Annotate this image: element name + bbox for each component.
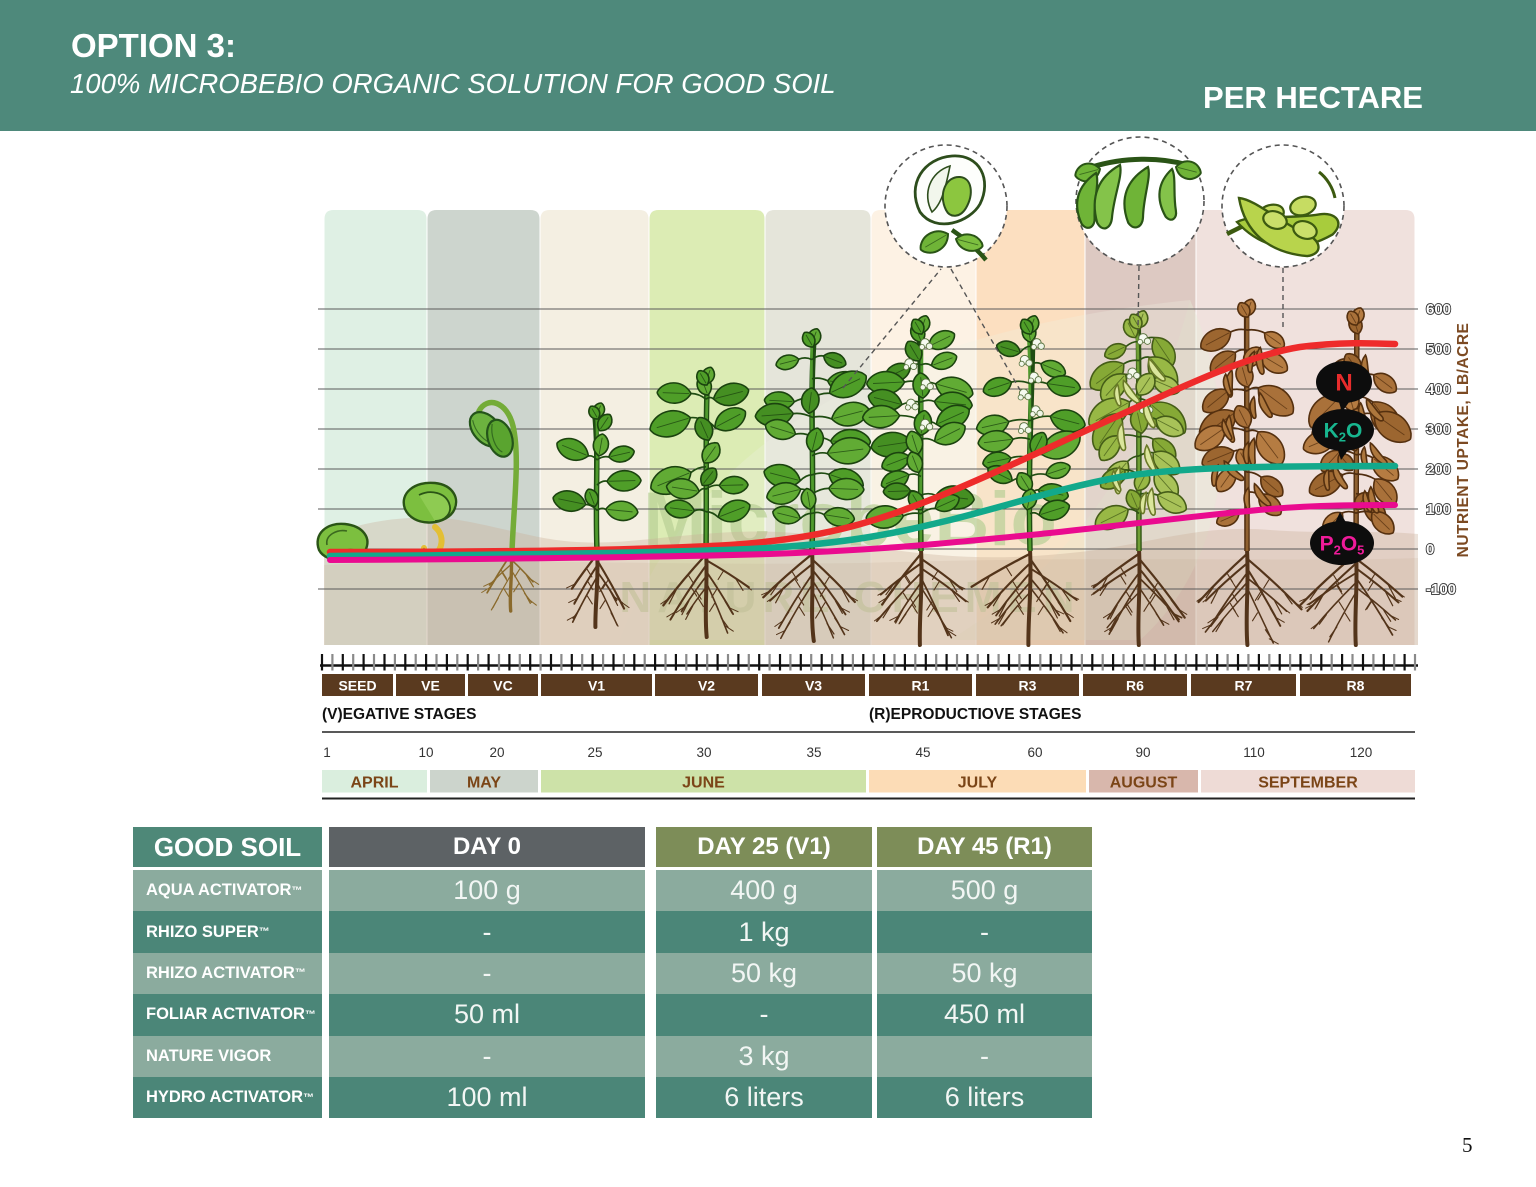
svg-text:APRIL: APRIL xyxy=(351,775,399,792)
svg-text:600: 600 xyxy=(1426,301,1451,318)
svg-text:R8: R8 xyxy=(1347,678,1365,694)
svg-text:(R)EPRODUCTIOVE STAGES: (R)EPRODUCTIOVE STAGES xyxy=(869,706,1081,723)
svg-text:30: 30 xyxy=(696,745,711,760)
svg-text:45: 45 xyxy=(915,745,930,760)
svg-text:10: 10 xyxy=(418,745,433,760)
svg-text:R7: R7 xyxy=(1235,678,1253,694)
svg-text:-100: -100 xyxy=(1426,581,1456,598)
svg-text:V2: V2 xyxy=(698,678,715,694)
svg-text:120: 120 xyxy=(1350,745,1373,760)
svg-text:V3: V3 xyxy=(805,678,822,694)
svg-text:300: 300 xyxy=(1426,421,1451,438)
svg-text:AUGUST: AUGUST xyxy=(1110,775,1178,792)
svg-text:R3: R3 xyxy=(1019,678,1037,694)
svg-text:110: 110 xyxy=(1243,745,1265,760)
svg-text:SEPTEMBER: SEPTEMBER xyxy=(1258,775,1358,792)
svg-text:P2O5: P2O5 xyxy=(1320,533,1365,558)
svg-text:25: 25 xyxy=(587,745,602,760)
svg-text:VC: VC xyxy=(493,678,512,694)
svg-text:R6: R6 xyxy=(1126,678,1144,694)
svg-text:MAY: MAY xyxy=(467,775,501,792)
svg-text:35: 35 xyxy=(806,745,821,760)
svg-text:JULY: JULY xyxy=(958,775,998,792)
svg-text:400: 400 xyxy=(1426,381,1451,398)
svg-text:V1: V1 xyxy=(588,678,605,694)
svg-text:100: 100 xyxy=(1426,501,1451,518)
svg-text:N: N xyxy=(1335,370,1352,397)
svg-text:500: 500 xyxy=(1426,341,1451,358)
svg-text:JUNE: JUNE xyxy=(682,775,725,792)
svg-text:20: 20 xyxy=(489,745,504,760)
svg-text:NUTRIENT UPTAKE, LB/ACRE: NUTRIENT UPTAKE, LB/ACRE xyxy=(1455,323,1472,558)
svg-text:1: 1 xyxy=(323,745,331,760)
svg-text:SEED: SEED xyxy=(338,678,376,694)
svg-text:0: 0 xyxy=(1426,541,1434,558)
svg-text:200: 200 xyxy=(1426,461,1451,478)
svg-text:VE: VE xyxy=(421,678,440,694)
svg-text:R1: R1 xyxy=(912,678,930,694)
svg-text:K2O: K2O xyxy=(1324,420,1363,445)
svg-text:90: 90 xyxy=(1135,745,1150,760)
svg-text:(V)EGATIVE STAGES: (V)EGATIVE STAGES xyxy=(322,706,476,723)
svg-text:60: 60 xyxy=(1027,745,1042,760)
